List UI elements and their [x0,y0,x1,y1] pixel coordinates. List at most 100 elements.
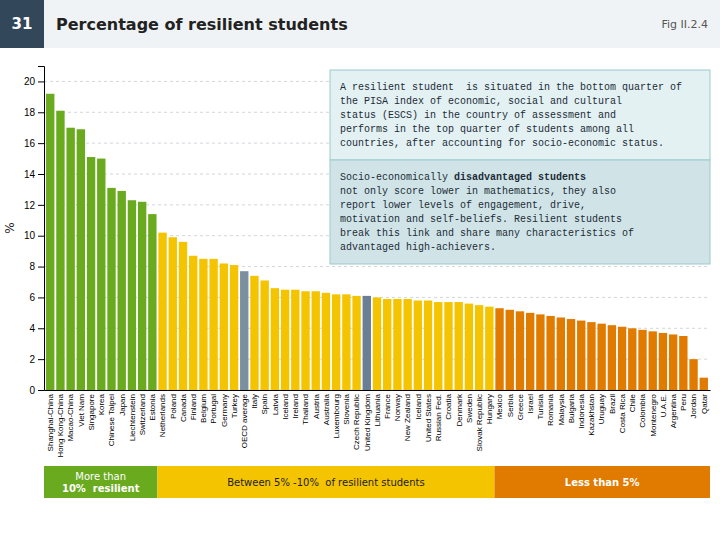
tick: Austria [312,390,321,419]
bar [87,157,95,390]
tick-label: United States [424,394,433,442]
header [0,0,720,48]
bar [465,304,473,390]
tick: 2 [29,354,44,365]
bar [209,259,217,390]
chart: 31Percentage of resilient studentsFig II… [0,0,720,540]
tick-label: Greece [516,393,525,420]
tick-mark [38,328,44,329]
bar [444,302,452,390]
tick-mark [38,81,44,82]
tick: Shanghai-China [46,390,55,451]
tick: Indonesia [577,390,586,429]
tick: Norway [393,390,402,421]
tick: Macao-China [66,390,75,442]
bar [597,324,605,390]
tick: United States [424,390,433,442]
bar [557,317,565,390]
bar [148,214,156,390]
bar [434,302,442,390]
band [494,466,710,498]
tick-label: Chile [628,393,637,412]
tick: 20 [24,76,44,87]
tick: Iceland [414,390,423,420]
annotation: Socio-economically [340,172,454,183]
tick: Tunisia [536,390,545,420]
bar [424,301,432,390]
tick: Montenegro [649,390,658,437]
tick-mark [38,267,44,268]
tick-label: 16 [24,138,36,149]
tick-label: Costa Rica [618,393,627,433]
bar [77,129,85,390]
bar [577,321,585,390]
tick-label: Jordan [689,394,698,418]
bar [66,128,74,390]
tick: 4 [29,323,44,334]
tick-label: Australia [322,393,331,425]
tick-label: Estonia [148,393,157,420]
figure-label: Fig II.2.4 [661,18,708,31]
grid [44,81,710,390]
band [44,466,157,498]
bar [97,159,105,390]
tick-label: New Zealand [403,394,412,441]
tick-label: Czech Republic [352,394,361,450]
tick: Brazil [608,390,617,414]
page-number: 31 [12,15,33,33]
tick: U.A.E. [659,390,668,417]
tick-label: Iceland [414,394,423,420]
band-label: Between 5% -10% of resilient students [227,477,425,488]
bar [618,327,626,390]
tick: 12 [24,200,44,211]
tick-mark [38,143,44,144]
tick: 8 [29,261,44,272]
tick-mark [38,112,44,113]
bar [118,191,126,390]
bar [250,276,258,390]
tick: Liechtenstein [128,390,137,441]
tick-label: Italy [250,394,259,409]
bar [107,188,115,390]
bar [383,299,391,390]
tick-label: Uruguay [597,394,606,424]
bar [403,299,411,390]
tick-label: 18 [24,107,36,118]
tick: Belgium [199,390,208,423]
tick: United Kingdom [363,390,372,451]
tick-label: Switzerland [138,394,147,435]
annotations: A resilient student is situated in the b… [330,70,710,264]
tick-label: Tunisia [536,393,545,419]
tick-label: Hungary [485,394,494,424]
tick-label: Thailand [301,394,310,425]
tick-label: Malaysia [557,393,566,425]
bar [291,290,299,390]
bar [230,265,238,390]
annotation: A resilient student is situated in the b… [340,82,682,149]
tick: Malaysia [557,390,566,426]
bar [414,301,422,390]
bar [363,296,371,390]
tick-label: Portugal [209,394,218,424]
tick: Hungary [485,390,494,424]
tick-label: Montenegro [649,393,658,436]
tick-label: 0 [29,385,35,396]
tick-label: Macao-China [66,393,75,441]
y-axis: 02468101214161820 [24,67,45,396]
tick-mark [38,390,44,391]
tick-label: 2 [29,354,35,365]
tick-label: Qatar [700,394,709,414]
tick-label: Iceland [281,394,290,420]
tick: Finland [189,390,198,420]
axis-line [45,390,711,391]
tick-label: Indonesia [577,393,586,428]
tick-label: Ireland [291,394,300,418]
tick: Korea [97,390,106,415]
tick: Peru [679,390,688,411]
bar [587,322,595,390]
tick: 14 [24,169,44,180]
bar [128,200,136,390]
bar [506,310,514,390]
tick-label: Belgium [199,394,208,423]
tick: Australia [322,390,331,425]
